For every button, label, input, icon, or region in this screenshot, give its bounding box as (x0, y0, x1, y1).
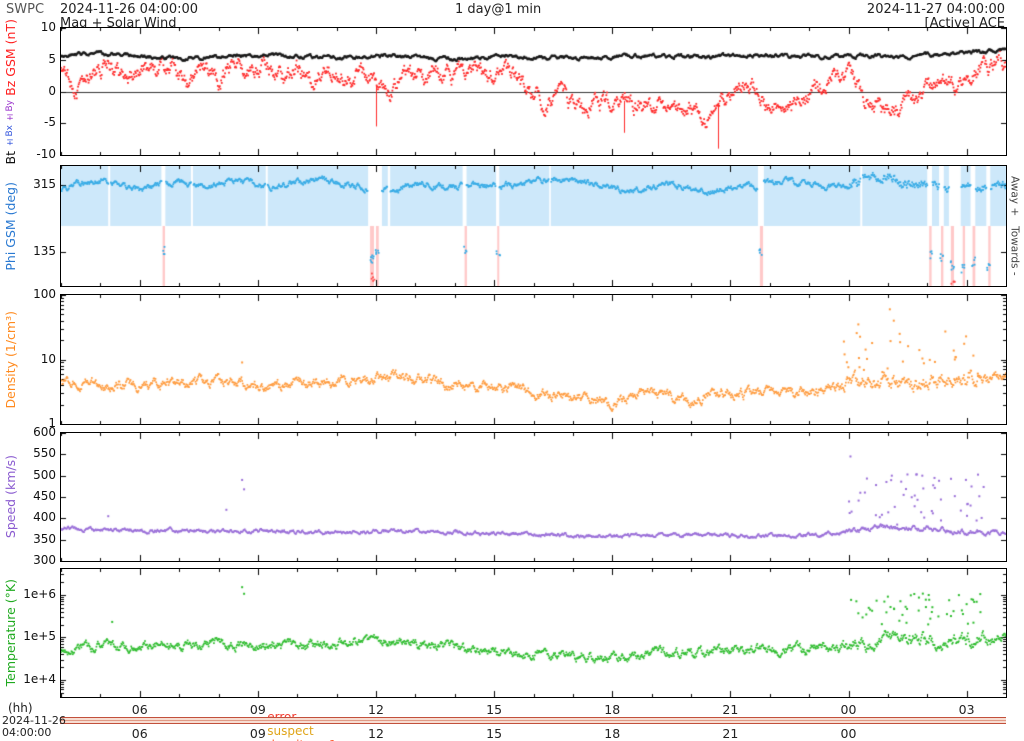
y-tick-label: 1 (48, 416, 56, 430)
x-tick-label: 18 (604, 702, 621, 717)
density-plot (61, 295, 1006, 424)
y-tick-label: 0 (48, 83, 56, 98)
swpc-label: SWPC (6, 2, 45, 17)
x-tick-label: 00 (840, 726, 857, 741)
speed-axis-label: Speed (km/s) (1, 432, 19, 562)
y-tick-label: -10 (36, 147, 56, 161)
y-tick-label: 550 (33, 446, 56, 461)
x-axis-unit-label: (hh) (8, 701, 33, 715)
axis-label-text: ±By (5, 99, 15, 122)
x-tick-label: 03 (958, 702, 975, 717)
y-tick-label: 135 (33, 244, 56, 259)
axis-label-text: ±Bx (5, 125, 15, 147)
plot-resolution: 1 day@1 min (455, 2, 542, 17)
y-tick-label: 10 (40, 351, 56, 366)
temperature-panel (60, 568, 1007, 698)
temperature-axis-label: Temperature (°K) (1, 568, 19, 698)
axis-label-text: Speed (km/s) (2, 455, 18, 539)
y-tick-label: 1e+5 (23, 629, 56, 644)
sector-polarity-label: Away + Towards - (1008, 176, 1021, 276)
plot-end-time: 2024-11-27 04:00:00 (866, 2, 1005, 17)
mag-field-panel (60, 27, 1007, 156)
footer-date: 2024-11-26 (2, 714, 66, 727)
x-tick-label: 18 (604, 726, 621, 741)
legend-suspect: suspect (267, 724, 314, 738)
y-tick-label: 10 (40, 20, 56, 34)
y-tick-label: 350 (33, 531, 56, 546)
legend-density-lt-1: density < 1 (267, 738, 336, 741)
axis-label-text: Bz GSM (nT) (2, 18, 18, 96)
density-axis-label: Density (1/cm³) (1, 294, 19, 425)
phi-axis-label: Phi GSM (deg) (1, 165, 19, 287)
x-tick-label: 12 (368, 702, 384, 717)
axis-label-text: Density (1/cm³) (2, 310, 18, 409)
axis-label-text: Bt (2, 150, 18, 165)
y-tick-label: 5 (48, 51, 56, 66)
y-tick-label: 1e+4 (23, 672, 56, 687)
phi-angle-panel (60, 165, 1007, 287)
y-tick-label: 600 (33, 425, 56, 439)
phi-angle-plot (61, 166, 1006, 286)
y-tick-label: 300 (33, 553, 56, 567)
y-tick-label: -5 (44, 115, 56, 130)
x-tick-label: 06 (131, 726, 148, 741)
mag-axis-labels: Bz GSM (nT) ±By ±Bx Bt (1, 19, 19, 164)
mag-field-plot (61, 28, 1006, 155)
x-tick-label: 09 (249, 726, 266, 741)
status-strip (60, 717, 1006, 724)
y-tick-label: 500 (33, 467, 56, 482)
y-tick-label: 1e+6 (23, 586, 56, 601)
x-tick-label: 00 (840, 702, 857, 717)
x-tick-label: 21 (722, 702, 739, 717)
y-tick-label: 400 (33, 510, 56, 525)
x-tick-label: 15 (486, 702, 503, 717)
density-panel (60, 294, 1007, 425)
plot-start-time: 2024-11-26 04:00:00 (60, 2, 199, 17)
x-tick-label: 09 (249, 702, 266, 717)
x-tick-label: 15 (486, 726, 503, 741)
axis-label-text: Phi GSM (deg) (2, 181, 18, 271)
x-tick-label: 12 (368, 726, 384, 741)
temperature-plot (61, 569, 1006, 697)
y-tick-label: 450 (33, 489, 56, 503)
speed-plot (61, 433, 1006, 561)
axis-label-text: Temperature (°K) (2, 579, 18, 687)
x-tick-label: 21 (722, 726, 739, 741)
y-tick-label: 100 (33, 287, 56, 301)
y-tick-label: 315 (33, 176, 56, 191)
speed-panel (60, 432, 1007, 562)
footer-time: 04:00:00 (2, 726, 52, 739)
x-tick-label: 06 (131, 702, 148, 717)
